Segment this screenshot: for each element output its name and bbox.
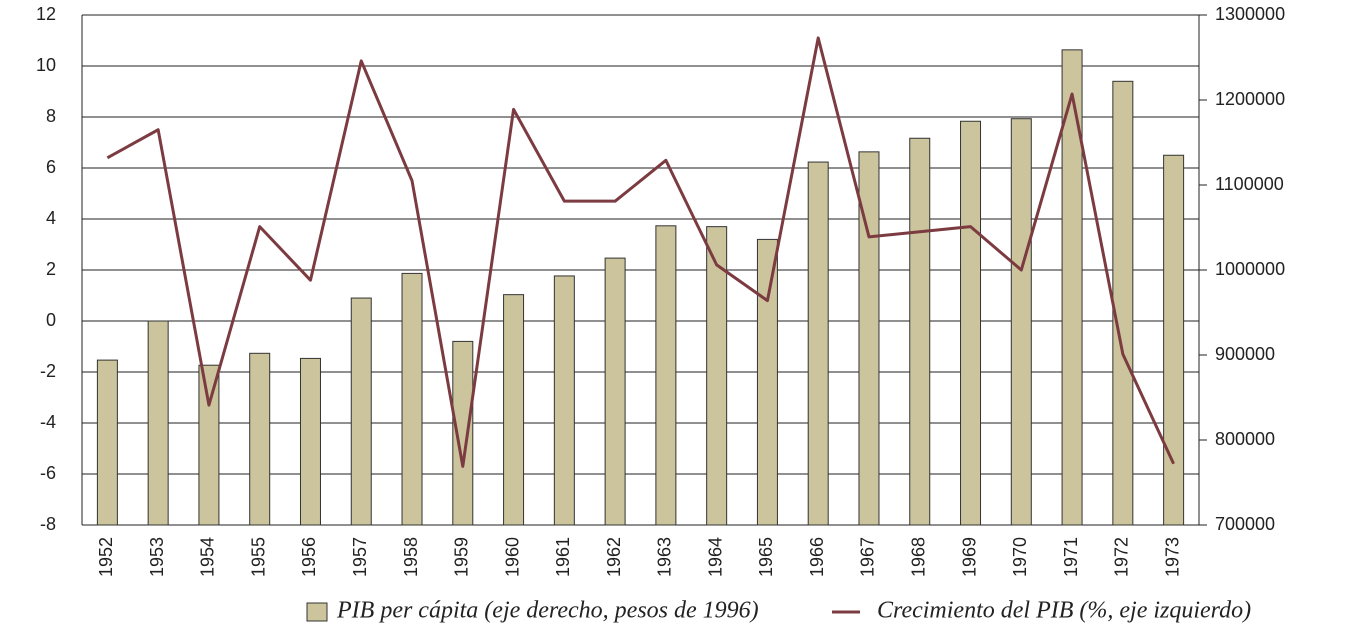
x-tick-label: 1966 — [807, 537, 827, 577]
y-tick-label: 4 — [46, 208, 56, 228]
legend-label: Crecimiento del PIB (%, eje izquierdo) — [877, 598, 1251, 624]
y2-tick-label: 1100000 — [1215, 174, 1284, 194]
y2-tick-label: 700000 — [1215, 514, 1275, 534]
legend-swatch — [306, 602, 328, 622]
bar — [706, 226, 728, 526]
bar — [1010, 118, 1032, 526]
x-tick-label: 1965 — [756, 537, 776, 577]
bar — [1061, 49, 1083, 526]
bar — [960, 120, 982, 526]
y2-tick-label: 900000 — [1215, 344, 1275, 364]
y2-tick-label: 800000 — [1215, 429, 1275, 449]
line — [106, 36, 1175, 468]
x-tick-label: 1961 — [553, 537, 573, 577]
y-tick-label: 6 — [46, 157, 56, 177]
x-tick-label: 1953 — [147, 537, 167, 577]
x-tick-label: 1973 — [1162, 537, 1182, 577]
y-tick-label: 2 — [46, 259, 56, 279]
bar — [503, 294, 525, 526]
x-tick-label: 1955 — [248, 537, 268, 577]
bar — [756, 238, 778, 526]
bar — [858, 151, 880, 526]
x-tick-label: 1954 — [198, 537, 218, 577]
bar — [909, 137, 931, 526]
y2-tick-label: 1000000 — [1215, 259, 1285, 279]
x-tick-label: 1952 — [96, 537, 116, 577]
bar — [452, 340, 474, 526]
x-tick-label: 1967 — [858, 537, 878, 577]
bar — [249, 352, 271, 526]
bar — [350, 297, 372, 526]
y-tick-label: 12 — [36, 4, 56, 24]
bar — [401, 272, 423, 526]
x-tick-label: 1968 — [909, 537, 929, 577]
x-tick-label: 1969 — [959, 537, 979, 577]
bar — [553, 275, 575, 526]
y-tick-label: 0 — [46, 310, 56, 330]
y-tick-label: -6 — [40, 463, 56, 483]
x-tick-label: 1958 — [401, 537, 421, 577]
legend-label: PIB per cápita (eje derecho, pesos de 19… — [336, 598, 759, 624]
y2-tick-label: 1300000 — [1215, 4, 1285, 24]
bar — [147, 320, 169, 526]
x-tick-label: 1960 — [502, 537, 522, 577]
bar — [604, 257, 626, 526]
x-tick-label: 1970 — [1010, 537, 1030, 577]
bar — [299, 357, 321, 526]
y-tick-label: -2 — [40, 361, 56, 381]
y-tick-label: -4 — [40, 412, 56, 432]
bar — [198, 364, 220, 526]
x-tick-label: 1963 — [655, 537, 675, 577]
bar — [96, 359, 118, 526]
x-tick-label: 1962 — [604, 537, 624, 577]
x-tick-label: 1956 — [299, 537, 319, 577]
y2-tick-label: 1200000 — [1215, 89, 1285, 109]
x-tick-label: 1972 — [1112, 537, 1132, 577]
x-tick-label: 1964 — [705, 537, 725, 577]
bar — [655, 225, 677, 526]
y-tick-label: 10 — [36, 55, 56, 75]
x-tick-label: 1959 — [452, 537, 472, 577]
y-tick-label: 8 — [46, 106, 56, 126]
y-tick-label: -8 — [40, 514, 56, 534]
x-tick-label: 1957 — [350, 537, 370, 577]
bar — [1112, 80, 1134, 526]
x-tick-label: 1971 — [1061, 537, 1081, 577]
bar — [1163, 154, 1185, 526]
bar — [807, 161, 829, 526]
